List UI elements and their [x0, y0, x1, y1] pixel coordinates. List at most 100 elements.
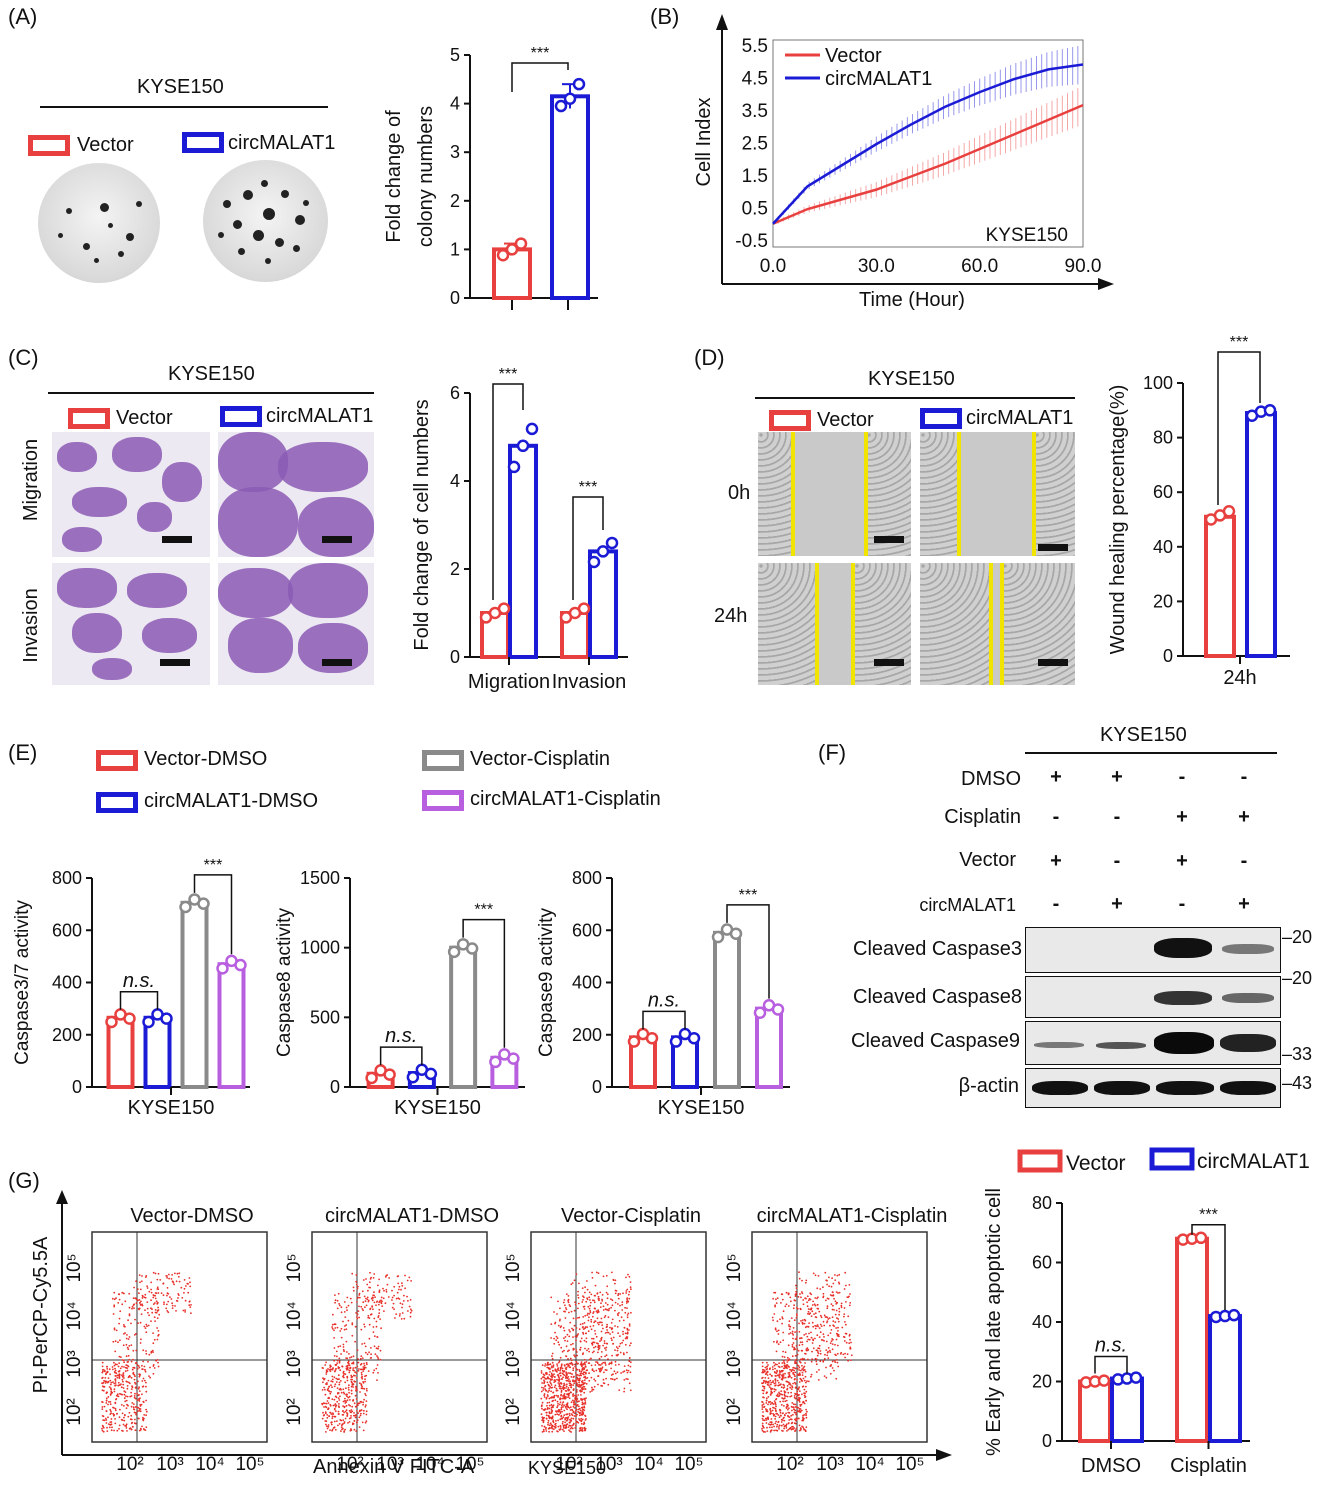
- g-flow-event: [815, 1349, 818, 1352]
- g-flow-event: [803, 1394, 806, 1397]
- g-flow-event: [394, 1317, 396, 1319]
- g-flow-event: [156, 1303, 159, 1305]
- g-flow-event: [333, 1355, 336, 1357]
- g-flow-event: [806, 1335, 809, 1338]
- g-flow-event: [786, 1359, 788, 1361]
- g-flow-event: [828, 1285, 830, 1288]
- g-flow-event: [335, 1377, 338, 1380]
- c-chart-y-tick-label: 2: [450, 559, 460, 579]
- g-flow-event: [102, 1369, 105, 1371]
- g-flow-event: [576, 1335, 578, 1338]
- g-flow-event: [766, 1361, 768, 1364]
- g-flow-event: [134, 1418, 136, 1421]
- g-flow-event: [575, 1339, 577, 1342]
- g-flow-event: [628, 1357, 631, 1359]
- g-flow-event: [627, 1364, 630, 1367]
- g-flow-event: [101, 1415, 104, 1417]
- g-flow-event: [831, 1308, 834, 1311]
- g-flow-event: [774, 1327, 777, 1330]
- g-flow-event: [391, 1296, 394, 1299]
- d-row-0h: 0h: [728, 482, 751, 504]
- g-flow-event: [127, 1404, 129, 1407]
- g-flow-event: [552, 1391, 555, 1394]
- g-flow-event: [782, 1350, 784, 1353]
- g-flow-event: [583, 1397, 586, 1400]
- g-flow-event: [786, 1385, 789, 1387]
- g-flow-event: [579, 1384, 582, 1387]
- g-flow-event: [119, 1408, 121, 1411]
- g-flow-event: [793, 1348, 795, 1351]
- g-flow-event: [596, 1317, 599, 1320]
- g-flow-event: [591, 1388, 594, 1391]
- g-flow-event: [566, 1333, 569, 1336]
- g-flow-event: [580, 1406, 583, 1409]
- g-flow-event: [570, 1376, 573, 1378]
- g-flow-event: [562, 1420, 564, 1423]
- g-flow-event: [153, 1338, 156, 1341]
- g-flow-event: [824, 1271, 827, 1274]
- c-sig-bracket: [572, 496, 604, 600]
- g-flow-event: [614, 1292, 617, 1295]
- g-flow-event: [155, 1359, 158, 1362]
- g-flow-event: [568, 1412, 571, 1415]
- g-flow-event: [773, 1313, 776, 1315]
- g-flow-event: [330, 1421, 333, 1424]
- g-flow-event: [770, 1423, 773, 1426]
- g-flow-event: [793, 1396, 796, 1399]
- g-flow-event: [827, 1347, 830, 1349]
- g-flow-event: [542, 1387, 545, 1389]
- g-flow-event: [772, 1406, 774, 1409]
- g-flow-event: [145, 1408, 148, 1411]
- g-flow-event: [125, 1395, 127, 1397]
- g-flow-event: [347, 1396, 350, 1399]
- g-flow-event: [373, 1317, 376, 1320]
- g-flow-event: [109, 1408, 112, 1411]
- g-flow-event: [628, 1382, 631, 1385]
- g-flow-event: [362, 1309, 364, 1312]
- g-flow-event: [121, 1365, 123, 1368]
- g-flow-event: [776, 1429, 779, 1432]
- g-flow-event: [761, 1404, 764, 1406]
- g-flow-event: [773, 1388, 776, 1391]
- blot-beta-actin: [1025, 1068, 1281, 1108]
- g-flow-event: [791, 1409, 793, 1412]
- g-flow-event: [838, 1313, 840, 1316]
- g-flow-event: [592, 1311, 595, 1313]
- g-flow-event: [563, 1364, 566, 1366]
- g-flow-event: [584, 1286, 586, 1289]
- g-flow-event: [762, 1419, 765, 1422]
- g-flow-event: [619, 1351, 622, 1354]
- g-flow-event: [130, 1428, 133, 1431]
- g-flow-event: [335, 1350, 338, 1353]
- g-flow-event: [761, 1376, 764, 1379]
- g-flow-event: [556, 1410, 558, 1413]
- g-flow-event: [833, 1359, 836, 1362]
- g-flow-event: [575, 1399, 578, 1402]
- g-flow-event: [569, 1418, 571, 1421]
- g-flow-event: [819, 1352, 822, 1355]
- g-flow-event: [805, 1390, 808, 1393]
- g-flow-event: [798, 1400, 801, 1402]
- g-flow-event: [323, 1406, 325, 1408]
- g-flow-event: [134, 1381, 136, 1384]
- e2-chart-point: [365, 1071, 378, 1085]
- f-blot-label-casp3: Cleaved Caspase3: [853, 938, 1022, 960]
- g-flow-y-tick: 10⁵: [503, 1253, 524, 1282]
- g-flow-event: [796, 1367, 799, 1370]
- c-point: [587, 555, 601, 569]
- g-flow-event: [822, 1333, 825, 1336]
- g-flow-event: [551, 1416, 554, 1419]
- g-flow-event: [573, 1324, 576, 1327]
- g-flow-event: [569, 1380, 571, 1383]
- g-flow-event: [550, 1412, 553, 1414]
- g-flow-event: [550, 1375, 552, 1378]
- f-sign: +: [1050, 850, 1062, 872]
- g-flow-event: [361, 1357, 364, 1359]
- g-flow-event: [800, 1320, 802, 1322]
- g-flow-event: [409, 1308, 412, 1311]
- e-legend-1: circMALAT1-DMSO: [144, 790, 319, 812]
- g-flow-event: [184, 1299, 187, 1302]
- g-flow-event: [601, 1298, 603, 1301]
- g-flow-event: [170, 1278, 173, 1280]
- g-flow-event: [121, 1359, 124, 1361]
